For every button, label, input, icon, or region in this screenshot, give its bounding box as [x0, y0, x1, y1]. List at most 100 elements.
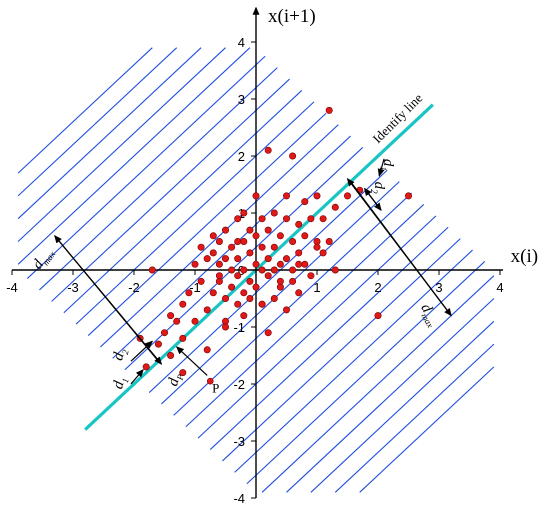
data-point — [289, 152, 297, 160]
d1-upper-label: d1 — [378, 159, 396, 171]
data-point — [319, 249, 327, 257]
data-point — [319, 215, 327, 223]
data-point — [197, 243, 205, 251]
parallel-line — [334, 343, 495, 493]
data-point — [264, 146, 272, 154]
data-point — [282, 255, 290, 263]
data-point — [240, 289, 248, 297]
x-tick-label: -2 — [128, 280, 140, 295]
point-p-label: P — [212, 381, 219, 396]
data-point — [374, 312, 382, 320]
parallel-line — [359, 366, 495, 493]
d2-upper-label-sub: 2 — [369, 189, 379, 194]
data-point — [203, 306, 211, 314]
data-point — [222, 323, 230, 331]
data-point — [295, 289, 303, 297]
data-point — [331, 266, 339, 274]
data-point — [215, 260, 223, 268]
data-point — [246, 226, 254, 234]
parallel-line — [124, 147, 364, 371]
parallel-line — [161, 181, 400, 405]
x-tick-label: -3 — [67, 280, 79, 295]
data-point — [234, 300, 242, 308]
data-point — [252, 192, 260, 200]
data-point — [240, 266, 248, 274]
x-tick-label: 3 — [435, 280, 442, 295]
data-point — [222, 255, 230, 263]
data-point — [154, 340, 162, 348]
data-point — [240, 238, 248, 246]
data-point — [240, 209, 248, 217]
parallel-line — [261, 275, 495, 493]
data-point — [240, 312, 248, 320]
data-point — [203, 346, 211, 354]
d1-upper-label-main: d — [380, 159, 396, 167]
y-tick-label: 2 — [238, 149, 245, 164]
parallel-line — [222, 238, 461, 462]
data-point — [325, 106, 333, 114]
identify-line-group: Identify line — [84, 90, 434, 431]
parallel-line — [87, 112, 327, 336]
data-point — [276, 277, 284, 285]
data-point — [295, 260, 303, 268]
d2-upper-label: d2 — [369, 182, 387, 195]
parallel-line — [75, 101, 315, 325]
y-tick-label: -2 — [233, 377, 245, 392]
data-point — [270, 209, 278, 217]
data-point — [270, 266, 278, 274]
data-point — [234, 215, 242, 223]
data-point — [228, 266, 236, 274]
y-tick-label: 3 — [238, 92, 245, 107]
data-point — [258, 215, 266, 223]
data-point — [258, 266, 266, 274]
data-point — [282, 192, 290, 200]
data-point — [222, 226, 230, 234]
data-point — [173, 317, 181, 325]
parallel-line — [17, 47, 153, 174]
data-point — [264, 272, 272, 280]
y-tick-label: -1 — [233, 320, 245, 335]
data-point — [276, 260, 284, 268]
parallel-line — [26, 55, 266, 279]
d1-lower-arrow — [130, 368, 144, 385]
d1-upper-arrow — [377, 158, 385, 177]
d1-upper-label-sub: 1 — [378, 166, 388, 171]
parallel-line — [173, 192, 412, 416]
data-point — [258, 300, 266, 308]
d2-upper-label-main: d — [371, 182, 387, 190]
d2-lower-arrow — [130, 340, 154, 362]
data-point — [276, 232, 284, 240]
point-p-marker — [206, 377, 214, 385]
data-point — [270, 294, 278, 302]
data-point — [228, 283, 236, 291]
data-point — [282, 306, 290, 314]
data-point — [252, 283, 260, 291]
data-point — [234, 255, 242, 263]
data-point — [234, 238, 242, 246]
x-tick-label: -4 — [6, 280, 18, 295]
dp-label: dP — [165, 371, 186, 389]
parallel-line — [148, 169, 388, 393]
dmax-right-arrow-back — [346, 178, 452, 316]
data-point — [343, 192, 351, 200]
dmax-right-label-sub: max — [419, 312, 435, 330]
parallel-line — [17, 47, 251, 265]
parallel-line — [209, 226, 449, 450]
data-point — [215, 272, 223, 280]
data-point — [185, 289, 193, 297]
data-point — [301, 232, 309, 240]
parallel-line — [39, 67, 278, 291]
parallel-line — [286, 298, 495, 493]
data-point — [203, 255, 211, 263]
data-point — [301, 198, 309, 206]
dmax-left-arrow-back — [54, 235, 163, 365]
d2-upper-arrow-back — [363, 187, 382, 211]
y-tick-label: -4 — [233, 491, 245, 506]
y-tick-label: -3 — [233, 434, 245, 449]
data-point — [209, 249, 217, 257]
data-point — [148, 266, 156, 274]
data-point — [313, 192, 321, 200]
